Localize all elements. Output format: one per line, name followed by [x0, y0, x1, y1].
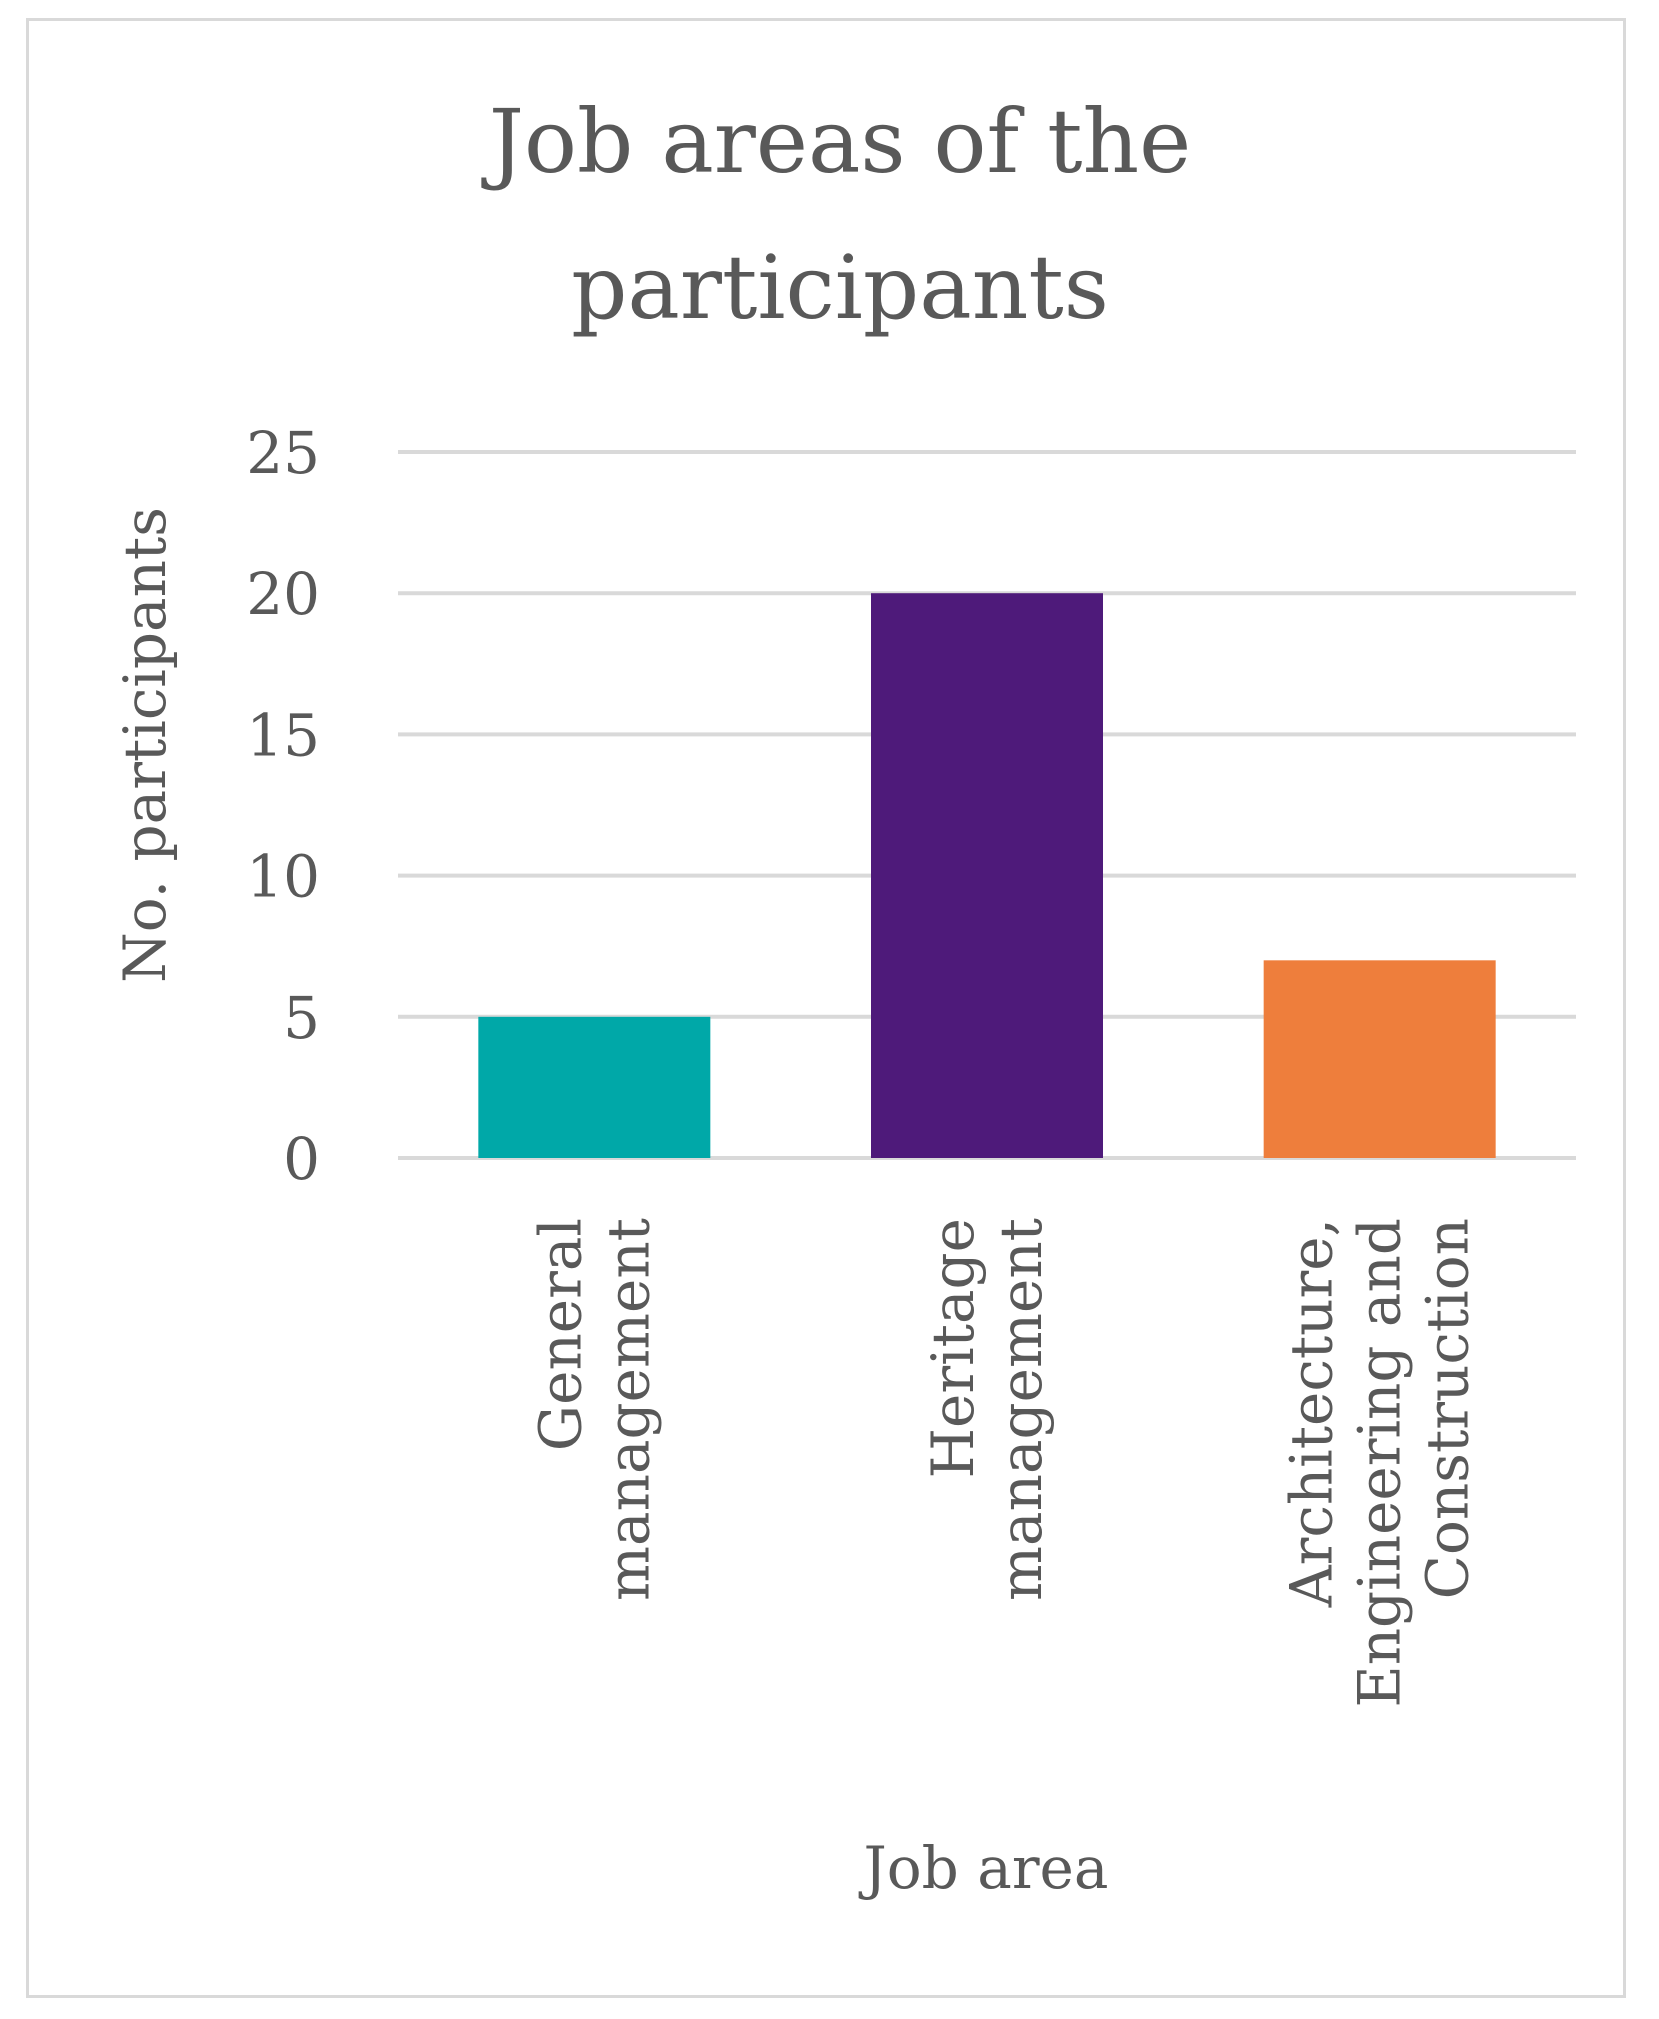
x-category-label-line: Heritage — [919, 1218, 987, 1479]
x-category-label: Heritage management — [919, 1218, 1055, 1601]
y-tick-label: 20 — [246, 560, 320, 628]
bar — [871, 593, 1103, 1158]
x-category-label-line: Architecture, — [1278, 1218, 1346, 1608]
bar — [1263, 960, 1496, 1158]
y-axis-ticks: 0 5 10 15 20 25 — [246, 419, 320, 1193]
y-tick-label: 0 — [283, 1125, 320, 1193]
y-tick-label: 5 — [283, 984, 320, 1052]
y-tick-label: 15 — [246, 701, 320, 769]
chart-title-line-2: participants — [571, 236, 1109, 339]
y-axis-title: No. participants — [111, 507, 179, 983]
x-category-label-line: General — [526, 1218, 594, 1451]
y-tick-label: 10 — [246, 843, 320, 911]
x-category-label-line: management — [987, 1218, 1055, 1601]
x-category-label-line: Construction — [1414, 1218, 1482, 1599]
x-category-label-line: Engineering and — [1346, 1218, 1414, 1708]
bar — [478, 1016, 711, 1158]
x-category-label-line: management — [594, 1218, 662, 1601]
chart-title-line-1: Job areas of the — [481, 90, 1191, 193]
chart-title: Job areas of the participants — [481, 90, 1191, 339]
x-category-label: General management — [526, 1218, 662, 1601]
x-axis-categories: General management Heritage management Archi… — [526, 1218, 1481, 1708]
bars — [478, 593, 1496, 1158]
x-axis-title: Job area — [859, 1834, 1109, 1902]
y-tick-label: 25 — [246, 419, 320, 487]
x-category-label: Architecture, Engineering and Construction — [1278, 1218, 1482, 1708]
